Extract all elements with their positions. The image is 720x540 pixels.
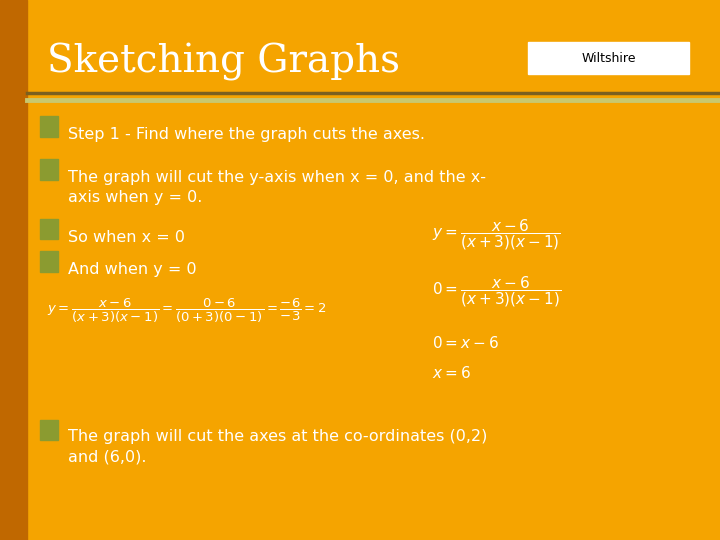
Bar <box>40 420 58 440</box>
Text: Sketching Graphs: Sketching Graphs <box>47 43 400 81</box>
Bar <box>40 251 58 272</box>
Text: $0 = x - 6$: $0 = x - 6$ <box>432 335 499 351</box>
Text: So when x = 0: So when x = 0 <box>68 230 186 245</box>
Text: Step 1 - Find where the graph cuts the axes.: Step 1 - Find where the graph cuts the a… <box>68 127 426 142</box>
Text: $0 = \dfrac{x-6}{(x+3)(x-1)}$: $0 = \dfrac{x-6}{(x+3)(x-1)}$ <box>432 274 561 309</box>
Text: $x = 6$: $x = 6$ <box>432 364 471 381</box>
Text: $y = \dfrac{x-6}{(x+3)(x-1)} = \dfrac{0-6}{(0+3)(0-1)} = \dfrac{-6}{-3} = 2$: $y = \dfrac{x-6}{(x+3)(x-1)} = \dfrac{0-… <box>47 296 326 325</box>
Bar <box>40 219 58 239</box>
Text: And when y = 0: And when y = 0 <box>68 262 197 277</box>
Text: $y = \dfrac{x-6}{(x+3)(x-1)}$: $y = \dfrac{x-6}{(x+3)(x-1)}$ <box>432 218 561 252</box>
Text: The graph will cut the axes at the co-ordinates (0,2)
and (6,0).: The graph will cut the axes at the co-or… <box>68 429 487 464</box>
FancyBboxPatch shape <box>528 42 689 74</box>
Bar <box>40 159 58 180</box>
Text: The graph will cut the y-axis when x = 0, and the x-
axis when y = 0.: The graph will cut the y-axis when x = 0… <box>68 170 487 205</box>
Text: Wiltshire: Wiltshire <box>581 51 636 65</box>
Bar <box>0 0 27 540</box>
Bar <box>40 116 58 137</box>
